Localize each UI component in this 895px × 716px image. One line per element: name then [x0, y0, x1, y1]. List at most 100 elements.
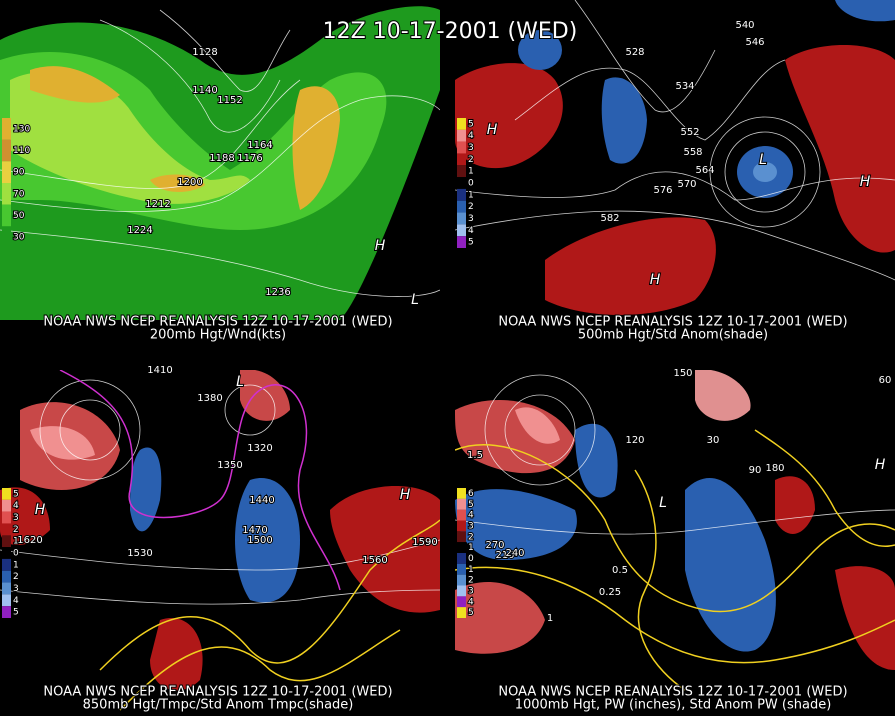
- legend-swatch: [2, 139, 11, 162]
- contour-label: 150: [673, 368, 692, 379]
- pressure-center: H: [375, 238, 386, 254]
- legend-label: 5: [468, 238, 474, 248]
- legend-swatch: [2, 558, 11, 571]
- contour-label: 60: [879, 375, 892, 386]
- subtitle: 500mb Hgt/Std Anom(shade): [578, 328, 768, 343]
- legend-swatch: [457, 574, 466, 586]
- contour-label: 1590: [412, 537, 437, 548]
- contour-label: 1236: [265, 287, 290, 298]
- contour-label: 534: [675, 81, 694, 92]
- contour-label: 1560: [362, 555, 387, 566]
- contour-label: 210: [495, 550, 514, 561]
- legend-label: 50: [13, 211, 25, 221]
- pressure-center: H: [860, 174, 871, 190]
- legend-swatch: [457, 200, 466, 213]
- legend-swatch: [2, 511, 11, 524]
- contour-label: 1470: [242, 525, 267, 536]
- legend-swatch: [457, 141, 466, 154]
- contour-label: 0.5: [612, 565, 628, 576]
- legend-label: 2: [13, 525, 19, 535]
- contour-label: 90: [749, 465, 762, 476]
- pressure-center: H: [487, 122, 498, 138]
- subtitle: 200mb Hgt/Wnd(kts): [150, 328, 286, 343]
- legend-label: 30: [13, 233, 25, 243]
- legend-label: 1: [468, 565, 474, 575]
- legend-swatch: [2, 570, 11, 583]
- legend-label: 2: [468, 532, 474, 542]
- pressure-center: L: [236, 374, 244, 390]
- map-500mb: [455, 0, 895, 342]
- legend-swatch: [457, 129, 466, 142]
- legend-label: 4: [13, 596, 19, 606]
- legend-swatch: [2, 183, 11, 205]
- contour-label: 1440: [249, 495, 274, 506]
- legend-swatch: [2, 535, 11, 548]
- legend-swatch: [2, 226, 11, 248]
- legend-swatch: [457, 188, 466, 201]
- contour-label: 528: [625, 47, 644, 58]
- map-200mb: [0, 0, 440, 342]
- legend-swatch: [457, 563, 466, 575]
- legend-label: 2: [13, 572, 19, 582]
- contour-label: 1380: [197, 393, 222, 404]
- legend-label: 130: [13, 124, 30, 134]
- legend-label: 3: [468, 586, 474, 596]
- legend-label: 5: [468, 608, 474, 618]
- legend-label: 5: [13, 489, 19, 499]
- legend-label: 1: [13, 560, 19, 570]
- legend-swatch: [2, 594, 11, 607]
- contour-label: 552: [680, 127, 699, 138]
- legend-label: 1: [13, 537, 19, 547]
- caption: NOAA NWS NCEP REANALYSIS 12Z 10-17-2001 …: [43, 315, 392, 330]
- legend-label: 0: [13, 549, 19, 559]
- legend-swatch: [2, 523, 11, 536]
- contour-label: 570: [677, 179, 696, 190]
- legend-label: 1: [468, 167, 474, 177]
- contour-label: 1.5: [467, 450, 483, 461]
- contour-label: 1320: [247, 443, 272, 454]
- legend-label: 110: [13, 146, 30, 156]
- pressure-center: L: [759, 152, 767, 168]
- contour-label: 1128: [192, 47, 217, 58]
- legend-label: 3: [13, 513, 19, 523]
- legend-swatch: [2, 161, 11, 183]
- contour-label: 0.25: [599, 587, 621, 598]
- legend-swatch: [2, 118, 11, 140]
- legend-swatch: [457, 585, 466, 597]
- contour-label: 30: [707, 435, 720, 446]
- legend-swatch: [457, 520, 466, 532]
- legend-label: 4: [468, 511, 474, 521]
- legend-swatch: [457, 236, 466, 248]
- legend-label: 6: [468, 489, 474, 499]
- caption: NOAA NWS NCEP REANALYSIS 12Z 10-17-2001 …: [43, 685, 392, 700]
- contour-label: 564: [695, 165, 714, 176]
- contour-label: 1164: [247, 140, 272, 151]
- legend-label: 0: [468, 554, 474, 564]
- contour-label: 1410: [147, 365, 172, 376]
- pressure-center: H: [650, 272, 661, 288]
- legend-label: 3: [468, 521, 474, 531]
- caption: NOAA NWS NCEP REANALYSIS 12Z 10-17-2001 …: [498, 685, 847, 700]
- legend-swatch: [457, 165, 466, 178]
- legend-swatch: [457, 542, 466, 553]
- subtitle: 850mb Hgt/Tmpc/Std Anom Tmpc(shade): [83, 698, 354, 713]
- legend-label: 0: [468, 179, 474, 189]
- map-1000mb: [455, 370, 895, 712]
- legend-label: 3: [468, 214, 474, 224]
- legend-swatch: [2, 488, 11, 500]
- contour-label: 120: [625, 435, 644, 446]
- contour-label: 1176: [237, 153, 262, 164]
- contour-label: 1212: [145, 199, 170, 210]
- legend-label: 5: [468, 500, 474, 510]
- contour-label: 1: [547, 613, 553, 624]
- contour-label: 1224: [127, 225, 152, 236]
- legend-swatch: [2, 499, 11, 512]
- legend-label: 5: [468, 119, 474, 129]
- legend-swatch: [2, 547, 11, 559]
- legend-swatch: [457, 177, 466, 189]
- legend-swatch: [457, 153, 466, 166]
- legend-swatch: [2, 204, 11, 227]
- caption: NOAA NWS NCEP REANALYSIS 12Z 10-17-2001 …: [498, 315, 847, 330]
- legend-label: 1: [468, 543, 474, 553]
- legend-label: 90: [13, 168, 25, 178]
